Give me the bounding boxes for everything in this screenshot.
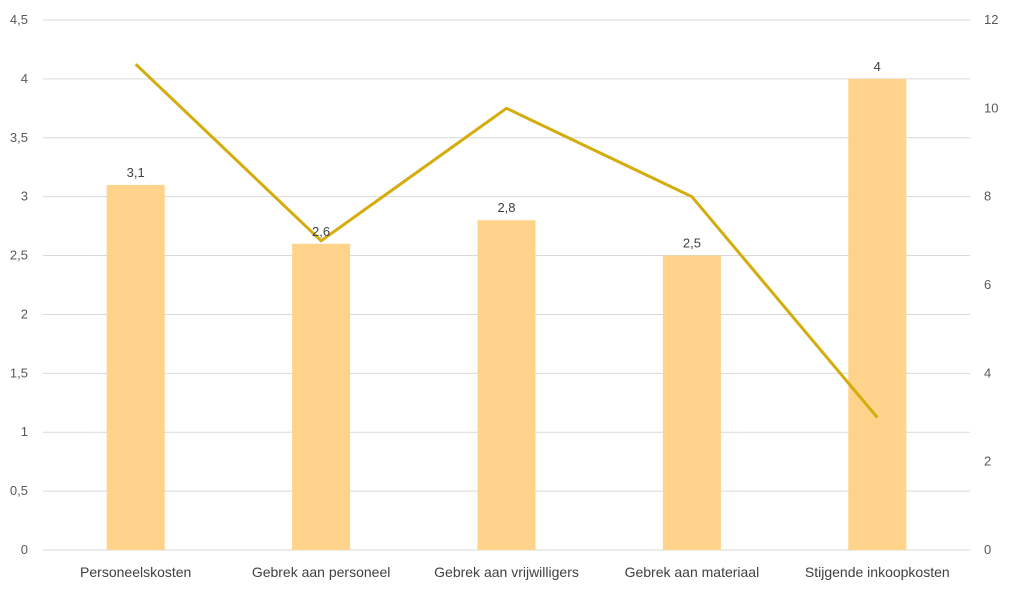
right-tick-label: 10 — [984, 100, 998, 115]
left-tick-label: 1,5 — [10, 365, 28, 380]
category-label: Stijgende inkoopkosten — [805, 564, 950, 580]
category-labels: Personeelskosten Gebrek aan personeel Gebr… — [80, 564, 950, 580]
bar-data-label: 3,1 — [127, 165, 145, 180]
bar — [292, 243, 351, 550]
right-tick-label: 0 — [984, 542, 991, 557]
right-axis-ticks: 0 2 4 6 8 10 12 — [984, 12, 998, 557]
category-label: Personeelskosten — [80, 564, 191, 580]
left-tick-label: 2 — [21, 306, 28, 321]
bar-data-label: 2,6 — [312, 224, 330, 239]
left-tick-label: 4,5 — [10, 12, 28, 27]
right-tick-label: 8 — [984, 189, 991, 204]
left-tick-label: 3 — [21, 189, 28, 204]
right-tick-label: 12 — [984, 12, 998, 27]
bar — [106, 184, 165, 550]
left-tick-label: 4 — [21, 71, 28, 86]
left-tick-label: 0 — [21, 542, 28, 557]
left-tick-label: 0,5 — [10, 483, 28, 498]
bar-data-label: 4 — [874, 59, 881, 74]
line-path — [134, 63, 879, 419]
left-tick-label: 2,5 — [10, 248, 28, 263]
category-label: Gebrek aan vrijwilligers — [434, 564, 579, 580]
left-axis-ticks: 0 0,5 1 1,5 2 2,5 3 3,5 4 4,5 — [10, 12, 28, 557]
bar — [477, 220, 536, 550]
category-label: Gebrek aan materiaal — [625, 564, 760, 580]
right-tick-label: 6 — [984, 277, 991, 292]
bar-data-label: 2,8 — [497, 200, 515, 215]
left-tick-label: 3,5 — [10, 130, 28, 145]
line-series — [134, 63, 879, 419]
bar-data-labels: 3,1 2,6 2,8 2,5 4 — [127, 59, 881, 251]
right-tick-label: 4 — [984, 365, 991, 380]
bar — [848, 78, 907, 550]
bar — [662, 255, 721, 551]
left-tick-label: 1 — [21, 424, 28, 439]
right-tick-label: 2 — [984, 454, 991, 469]
bar-data-label: 2,5 — [683, 236, 701, 251]
bar-series — [106, 78, 907, 551]
category-label: Gebrek aan personeel — [252, 564, 391, 580]
